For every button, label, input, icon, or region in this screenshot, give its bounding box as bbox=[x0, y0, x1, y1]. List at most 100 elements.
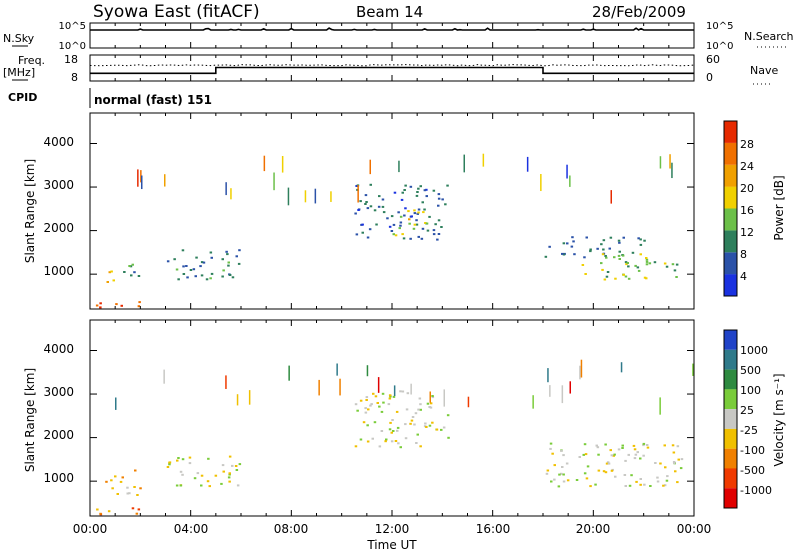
velocity-colorbar-swatch bbox=[724, 330, 737, 350]
data-point bbox=[207, 457, 210, 460]
data-point bbox=[585, 236, 588, 239]
data-point bbox=[194, 275, 197, 278]
data-point bbox=[602, 239, 606, 242]
data-point bbox=[235, 255, 238, 258]
velocity-colorbar-swatch bbox=[724, 488, 737, 508]
data-point bbox=[646, 446, 650, 449]
data-point bbox=[381, 392, 385, 395]
data-point bbox=[633, 448, 637, 451]
data-point bbox=[408, 218, 411, 221]
data-point bbox=[434, 223, 437, 226]
data-point bbox=[420, 237, 424, 240]
axis-ticks bbox=[89, 23, 695, 516]
data-point bbox=[105, 480, 108, 483]
power-panel: Slant Range [km] 1000 2000 3000 4000 4 8… bbox=[23, 112, 786, 310]
power-ylabel: Slant Range [km] bbox=[23, 159, 37, 263]
data-point bbox=[597, 453, 600, 456]
data-point bbox=[222, 470, 225, 473]
data-point bbox=[380, 410, 384, 413]
data-point bbox=[415, 219, 418, 222]
data-point bbox=[175, 484, 179, 487]
data-point bbox=[674, 470, 677, 473]
data-point bbox=[421, 227, 425, 230]
power-cbtick-4: 4 bbox=[740, 270, 747, 283]
data-point bbox=[606, 271, 610, 273]
data-point bbox=[409, 422, 412, 425]
data-point bbox=[642, 454, 645, 457]
data-point bbox=[378, 405, 381, 408]
data-point bbox=[392, 233, 395, 236]
data-point bbox=[133, 486, 136, 488]
data-point bbox=[584, 453, 588, 456]
data-point bbox=[168, 463, 171, 466]
data-point bbox=[164, 174, 166, 187]
data-point bbox=[639, 478, 642, 480]
data-point bbox=[413, 223, 417, 226]
data-point bbox=[642, 444, 645, 447]
data-point bbox=[562, 454, 565, 457]
data-point bbox=[163, 369, 165, 384]
data-point bbox=[429, 406, 433, 409]
data-point bbox=[287, 187, 290, 206]
data-point bbox=[605, 275, 609, 278]
data-point bbox=[390, 230, 394, 232]
data-point bbox=[607, 462, 611, 465]
data-point bbox=[369, 205, 373, 208]
data-point bbox=[356, 409, 359, 412]
data-point bbox=[553, 478, 556, 481]
data-point bbox=[391, 419, 394, 421]
data-point bbox=[381, 205, 385, 208]
data-point bbox=[648, 262, 652, 265]
data-point bbox=[398, 227, 401, 230]
data-point bbox=[573, 253, 576, 256]
data-point bbox=[664, 466, 667, 469]
data-point bbox=[231, 464, 234, 467]
data-point bbox=[398, 160, 400, 173]
data-point bbox=[608, 247, 611, 250]
data-point bbox=[624, 459, 627, 462]
data-point bbox=[628, 484, 632, 487]
data-point bbox=[618, 250, 621, 253]
data-point bbox=[659, 462, 662, 465]
data-point bbox=[225, 375, 227, 389]
data-point bbox=[409, 237, 412, 240]
data-point bbox=[137, 305, 141, 308]
data-point bbox=[368, 228, 372, 231]
data-point bbox=[228, 480, 231, 483]
data-point bbox=[639, 238, 642, 241]
data-point bbox=[631, 251, 635, 254]
data-point bbox=[578, 456, 581, 458]
data-point bbox=[583, 443, 587, 446]
data-point bbox=[336, 363, 338, 376]
velocity-colorbar-frame bbox=[723, 329, 738, 509]
velocity-panel: Slant Range [km] 1000 2000 3000 4000 100… bbox=[23, 319, 786, 517]
data-point bbox=[679, 467, 683, 470]
data-point bbox=[551, 452, 554, 455]
data-point bbox=[659, 397, 661, 415]
data-point bbox=[369, 159, 371, 175]
data-point bbox=[402, 237, 406, 240]
data-point bbox=[374, 395, 378, 398]
data-point bbox=[137, 508, 141, 511]
power-colorbar-label: Power [dB] bbox=[772, 175, 786, 240]
data-point bbox=[393, 385, 396, 397]
data-point bbox=[273, 172, 275, 191]
data-point bbox=[425, 195, 428, 198]
power-colorbar-swatch bbox=[724, 164, 737, 187]
data-point bbox=[428, 215, 431, 218]
data-point bbox=[377, 377, 380, 393]
data-point bbox=[618, 258, 621, 260]
data-point bbox=[230, 188, 232, 200]
data-point bbox=[604, 471, 608, 474]
data-point bbox=[656, 480, 660, 483]
data-point bbox=[440, 226, 443, 228]
velocity-colorbar-swatch bbox=[724, 468, 737, 489]
velocity-ytick-3000: 3000 bbox=[43, 385, 74, 399]
nave-series bbox=[89, 64, 695, 67]
data-point bbox=[200, 274, 204, 277]
data-point bbox=[406, 392, 410, 395]
data-point bbox=[413, 423, 416, 426]
data-point bbox=[675, 263, 679, 266]
data-point bbox=[404, 437, 408, 440]
data-point bbox=[443, 389, 445, 407]
